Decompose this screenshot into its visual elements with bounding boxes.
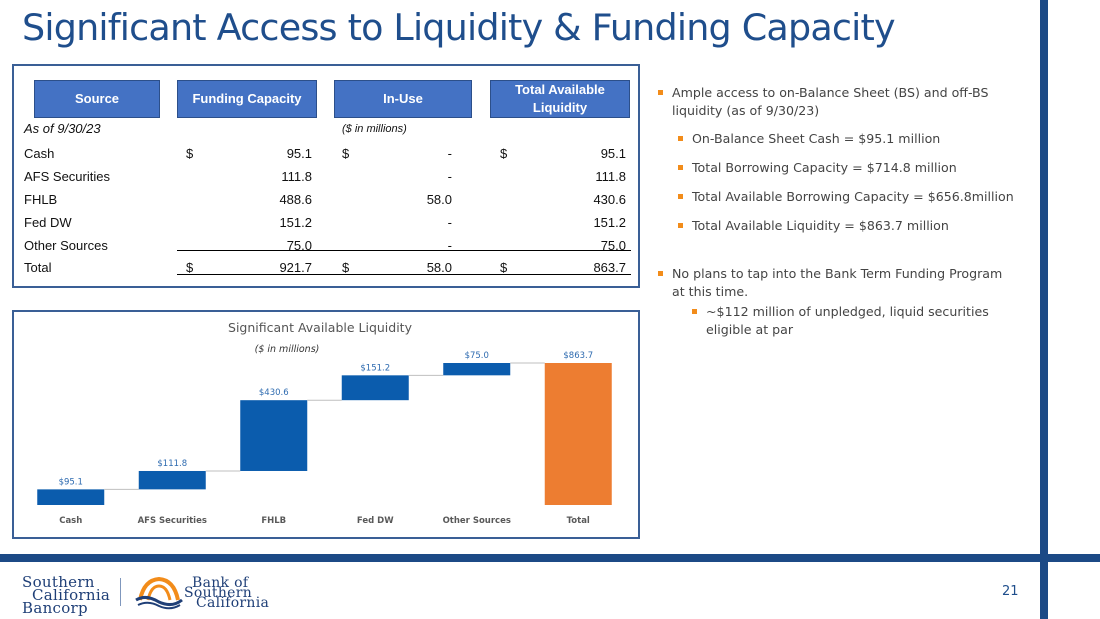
bullet-text: ~$112 million of unpledged, liquid secur…	[706, 304, 989, 319]
row-funding-capacity: 151.2	[279, 215, 312, 230]
bullet-marker-icon	[678, 223, 683, 228]
row-total-available: 111.8	[595, 169, 626, 184]
currency-symbol: $	[342, 146, 350, 161]
row-in-use: 58.0	[426, 260, 452, 275]
chart-bar	[341, 375, 409, 401]
bullet-text: No plans to tap into the Bank Term Fundi…	[672, 266, 1003, 281]
right-vertical-rule	[1040, 0, 1048, 619]
chart-bar	[37, 489, 105, 505]
waterfall-chart-svg: Significant Available Liquidity ($ in mi…	[37, 320, 612, 526]
chart-category-label: Other Sources	[443, 516, 511, 526]
bullet-text: Total Borrowing Capacity = $714.8 millio…	[692, 160, 957, 175]
liquidity-chart: Significant Available Liquidity ($ in mi…	[12, 310, 640, 539]
row-source: Fed DW	[24, 215, 72, 230]
bullet-marker-icon	[678, 136, 683, 141]
chart-bar	[443, 363, 511, 376]
total-divider	[177, 250, 631, 251]
chart-subtitle: ($ in millions)	[255, 344, 320, 355]
chart-category-label: Cash	[59, 516, 82, 526]
logo-left-line-2: California	[32, 586, 111, 604]
bullet-text: Total Available Borrowing Capacity = $65…	[692, 189, 1014, 204]
logo-left-line-1: Southern	[22, 573, 95, 591]
row-source: Cash	[24, 146, 55, 161]
row-in-use: -	[447, 146, 452, 161]
row-source: Total	[24, 260, 52, 275]
row-total-available: 863.7	[593, 260, 626, 275]
logo-left-line-3: Bancorp	[22, 599, 88, 617]
liquidity-table: Source Funding Capacity In-Use Total Ava…	[12, 64, 640, 288]
row-total-available: 430.6	[593, 192, 626, 207]
bottom-horizontal-rule	[0, 554, 1100, 562]
chart-category-label: Total	[567, 516, 590, 526]
logo-right-line-2: Southern	[184, 585, 253, 601]
bullet-text: On-Balance Sheet Cash = $95.1 million	[692, 131, 941, 146]
row-total-available: 95.1	[600, 146, 626, 161]
chart-category-label: AFS Securities	[138, 516, 207, 526]
bullet-marker-icon	[678, 194, 683, 199]
chart-bar	[240, 400, 308, 471]
chart-data-label: $75.0	[465, 351, 489, 361]
bank-of-southern-california-logo: Bank of Southern California	[184, 575, 270, 611]
header-funding-capacity: Funding Capacity	[177, 80, 317, 118]
slide-title: Significant Access to Liquidity & Fundin…	[22, 6, 896, 49]
header-source: Source	[34, 80, 160, 118]
row-total-available: 75.0	[600, 238, 626, 253]
as-of-date: As of 9/30/23	[24, 121, 101, 136]
chart-title: Significant Available Liquidity	[228, 320, 413, 335]
units-note: ($ in millions)	[342, 123, 407, 135]
logo-right-line-1: Bank of	[192, 575, 249, 591]
bullet-text: eligible at par	[706, 322, 794, 337]
row-source: AFS Securities	[24, 169, 110, 184]
chart-category-label: FHLB	[261, 516, 286, 526]
header-total-available-liquidity: Total Available Liquidity	[490, 80, 630, 118]
row-funding-capacity: 75.0	[286, 238, 312, 253]
chart-bar	[544, 363, 612, 505]
currency-symbol: $	[342, 260, 350, 275]
row-in-use: 58.0	[426, 192, 452, 207]
bullet-text: Total Available Liquidity = $863.7 milli…	[692, 218, 949, 233]
bullet-text: Ample access to on-Balance Sheet (BS) an…	[672, 85, 989, 100]
row-in-use: -	[447, 238, 452, 253]
row-funding-capacity: 921.7	[279, 260, 312, 275]
currency-symbol: $	[186, 146, 194, 161]
chart-category-label: Fed DW	[357, 516, 394, 526]
bullet-text: at this time.	[672, 284, 749, 299]
bullet-marker-icon	[678, 165, 683, 170]
header-in-use: In-Use	[334, 80, 472, 118]
bullet-text: liquidity (as of 9/30/23)	[672, 103, 820, 118]
southern-california-bancorp-logo: Southern California Bancorp	[22, 573, 111, 617]
total-underline	[177, 274, 631, 275]
chart-data-label: $863.7	[563, 351, 593, 361]
logo-right-line-3: California	[196, 595, 270, 611]
row-in-use: -	[447, 215, 452, 230]
row-source: Other Sources	[24, 238, 108, 253]
chart-data-label: $151.2	[360, 363, 390, 373]
page-number: 21	[1002, 584, 1019, 599]
bullet-marker-icon	[658, 271, 663, 276]
chart-data-label: $111.8	[157, 459, 187, 469]
bullet-marker-icon	[692, 309, 697, 314]
row-in-use: -	[447, 169, 452, 184]
bank-arc-logo-icon	[135, 576, 183, 610]
row-funding-capacity: 95.1	[286, 146, 312, 161]
row-total-available: 151.2	[593, 215, 626, 230]
currency-symbol: $	[500, 146, 508, 161]
chart-bar	[138, 470, 206, 490]
row-funding-capacity: 488.6	[279, 192, 312, 207]
chart-data-label: $430.6	[259, 388, 289, 398]
chart-data-label: $95.1	[59, 477, 83, 487]
row-funding-capacity: 111.8	[281, 169, 312, 184]
bullet-marker-icon	[658, 90, 663, 95]
row-source: FHLB	[24, 192, 58, 207]
currency-symbol: $	[186, 260, 194, 275]
currency-symbol: $	[500, 260, 508, 275]
logo-divider	[120, 578, 121, 606]
